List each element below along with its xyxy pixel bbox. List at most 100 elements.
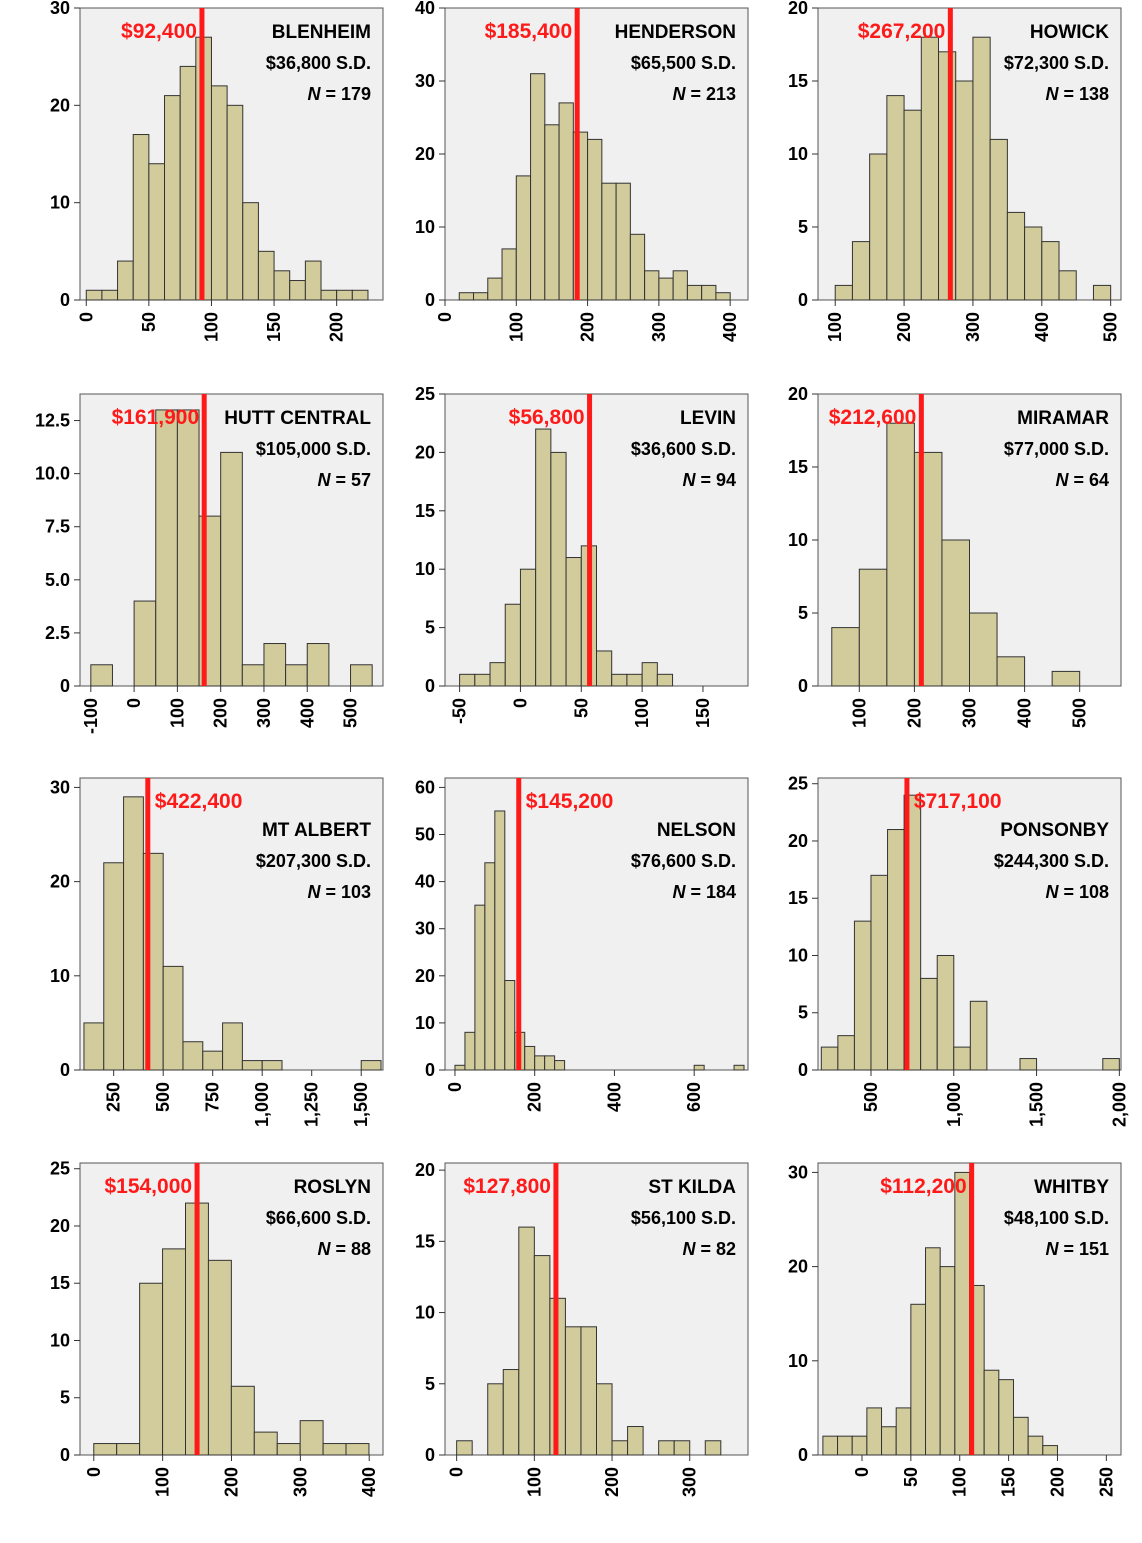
y-tick-label: 5 [60, 1388, 70, 1408]
n-symbol: N [307, 84, 321, 104]
histogram-bar [920, 36, 940, 301]
histogram-bar [611, 1440, 629, 1456]
histogram-bar [1024, 226, 1043, 301]
y-tick-label: 10 [788, 1351, 808, 1371]
x-tick-label: 200 [222, 1467, 242, 1497]
histogram-bar [939, 1266, 956, 1456]
histogram-bar [701, 284, 717, 301]
histogram-bar [1042, 1445, 1058, 1456]
n-label: N = 108 [1045, 882, 1109, 902]
histogram-bar [1006, 211, 1026, 301]
histogram-bar [866, 1407, 883, 1456]
histogram-bar [920, 977, 938, 1071]
mean-label: $717,100 [914, 790, 1002, 813]
histogram-bar [989, 138, 1008, 301]
n-value: = 88 [330, 1239, 371, 1259]
y-tick-label: 0 [798, 676, 808, 696]
histogram-bar [501, 248, 517, 301]
n-symbol: N [672, 882, 686, 902]
histogram-bar [820, 1046, 839, 1071]
chart-title: LEVIN [680, 408, 736, 429]
x-tick-label: 0 [76, 312, 96, 322]
histogram-bar [998, 1379, 1014, 1456]
histogram-bar [162, 965, 184, 1071]
y-tick-label: 0 [425, 676, 435, 696]
histogram-bar [601, 182, 617, 301]
n-symbol: N [672, 84, 686, 104]
n-label: N = 138 [1045, 84, 1109, 104]
y-tick-label: 15 [788, 888, 808, 908]
histogram-bar [881, 1426, 897, 1456]
y-tick-label: 25 [415, 384, 435, 404]
histogram-bar [241, 664, 265, 687]
histogram-bar [886, 422, 915, 687]
x-tick-label: 500 [1101, 312, 1121, 342]
histogram-bar [1051, 670, 1081, 687]
x-tick-label: 500 [1070, 698, 1090, 728]
n-label: N = 179 [307, 84, 371, 104]
mean-label: $267,200 [858, 20, 946, 43]
histogram-bar [693, 1064, 705, 1071]
histogram-bar [715, 292, 731, 301]
histogram-bar [351, 289, 369, 301]
x-tick-label: 1,500 [351, 1082, 371, 1127]
sd-label: $244,300 S.D. [994, 851, 1109, 871]
histogram-bar [686, 284, 703, 301]
n-symbol: N [307, 882, 321, 902]
histogram-bar [93, 1443, 118, 1456]
x-tick-label: 200 [894, 312, 914, 342]
histogram-bar [164, 95, 181, 301]
x-tick-label: 200 [525, 1082, 545, 1112]
x-tick-label: 200 [211, 698, 231, 728]
histogram-bar [139, 1282, 164, 1456]
histogram-bar [336, 289, 353, 301]
histogram-bar [1058, 270, 1077, 301]
n-label: N = 184 [672, 882, 736, 902]
histogram-bar [253, 1431, 278, 1456]
n-label: N = 57 [317, 470, 371, 490]
histogram-bar [299, 1420, 324, 1456]
y-tick-label: 5 [425, 1374, 435, 1394]
y-tick-label: 30 [50, 777, 70, 797]
histogram-bar [534, 1055, 546, 1071]
histogram-panel: 0 5 10 15 20 100 200 300 400 500 $267,200 HOWICK $72… [788, 0, 1122, 342]
histogram-bar [504, 603, 521, 687]
histogram-bar [834, 284, 853, 301]
histogram-bar [502, 1369, 520, 1456]
y-tick-label: 7.5 [45, 517, 70, 537]
histogram-bar [822, 1435, 839, 1456]
mean-label: $145,200 [526, 790, 614, 813]
n-value: = 94 [695, 470, 736, 490]
histogram-bar [886, 95, 905, 301]
y-tick-label: 0 [60, 1060, 70, 1080]
n-value: = 108 [1058, 882, 1109, 902]
n-label: N = 213 [672, 84, 736, 104]
histogram-bar [704, 1440, 722, 1456]
histogram-bar [658, 1440, 675, 1456]
x-tick-label: 0 [124, 698, 144, 708]
x-tick-label: 100 [201, 312, 221, 342]
x-tick-label: 100 [506, 312, 526, 342]
sd-label: $105,000 S.D. [256, 439, 371, 459]
y-tick-label: 0 [425, 290, 435, 310]
histogram-bar [626, 673, 643, 687]
mean-label: $161,900 [112, 406, 200, 429]
histogram-bar [564, 1326, 582, 1456]
y-tick-label: 0 [798, 1445, 808, 1465]
histogram-bar [263, 643, 287, 687]
y-tick-label: 20 [50, 1216, 70, 1236]
histogram-bar [155, 409, 178, 687]
histogram-bar [116, 1443, 141, 1456]
chart-title: MIRAMAR [1017, 408, 1109, 429]
y-tick-label: 5 [798, 1003, 808, 1023]
histogram-bar [913, 451, 943, 687]
x-tick-label: 0 [84, 1467, 104, 1477]
chart-title: BLENHEIM [272, 22, 371, 43]
histogram-bar [558, 102, 574, 301]
mean-label: $112,200 [880, 1175, 966, 1198]
histogram-bar [202, 1050, 224, 1071]
x-tick-label: -100 [81, 698, 101, 734]
histogram-bar [90, 664, 113, 687]
